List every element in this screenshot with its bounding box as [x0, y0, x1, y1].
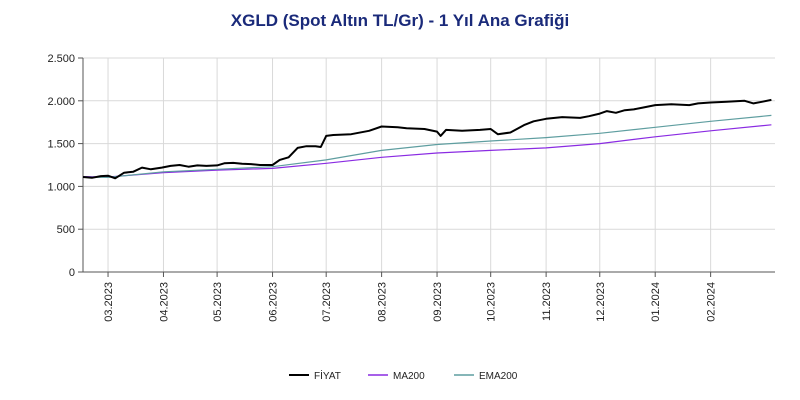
x-tick-label: 06.2023	[268, 282, 280, 322]
y-tick-label: 1.000	[47, 181, 75, 193]
x-tick-label: 05.2023	[212, 282, 224, 322]
y-tick-label: 0	[69, 267, 75, 279]
legend-label-fi̇yat: FİYAT	[314, 369, 341, 382]
y-tick-label: 500	[57, 224, 75, 236]
x-tick-label: 02.2024	[706, 282, 718, 322]
x-tick-label: 09.2023	[432, 282, 444, 322]
series-line-ma200	[82, 124, 772, 178]
series-lines	[82, 98, 772, 180]
grid-lines	[83, 57, 775, 273]
x-tick-label: 04.2023	[158, 282, 170, 322]
x-tick-label: 11.2023	[541, 282, 553, 321]
legend: FİYAT MA200 EMA200	[289, 369, 518, 382]
x-tick-label: 08.2023	[377, 282, 389, 322]
legend-label-ma200: MA200	[393, 371, 425, 382]
x-tick-label: 03.2023	[103, 282, 115, 322]
x-tick-label: 10.2023	[486, 282, 498, 322]
chart-title: XGLD (Spot Altın TL/Gr) - 1 Yıl Ana Graf…	[230, 11, 570, 30]
x-tick-label: 07.2023	[321, 282, 333, 322]
legend-label-ema200: EMA200	[479, 371, 518, 382]
y-tick-label: 2.500	[47, 53, 75, 65]
y-tick-label: 2.000	[47, 96, 75, 108]
x-tick-label: 01.2024	[650, 282, 662, 322]
series-line-ema200	[82, 114, 772, 178]
series-line-fi̇yat	[82, 98, 772, 180]
axes: 0 500 1.000 1.500 2.000 2.500 03.2023 04.2023 05…	[47, 53, 775, 322]
y-tick-label: 1.500	[47, 139, 75, 151]
x-tick-label: 12.2023	[595, 282, 607, 322]
